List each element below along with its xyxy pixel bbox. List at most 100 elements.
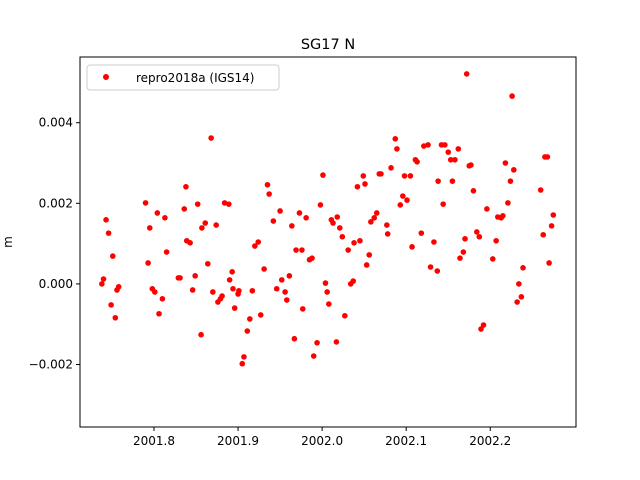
data-point xyxy=(546,260,552,266)
legend-box xyxy=(86,64,280,91)
data-point xyxy=(230,285,236,292)
data-point xyxy=(266,191,272,197)
data-point xyxy=(286,273,293,279)
data-point xyxy=(320,172,326,178)
data-point xyxy=(199,225,205,231)
data-point xyxy=(455,146,462,152)
data-point xyxy=(457,255,463,261)
data-point xyxy=(189,287,196,293)
data-point xyxy=(505,200,511,206)
data-point xyxy=(105,230,112,236)
data-point xyxy=(484,206,490,212)
data-point xyxy=(156,310,162,317)
data-point xyxy=(109,253,116,259)
data-point xyxy=(229,269,235,275)
data-point xyxy=(339,233,346,240)
data-point xyxy=(449,178,456,184)
data-point xyxy=(273,285,280,292)
data-point xyxy=(507,178,514,184)
data-point xyxy=(210,289,216,295)
data-point xyxy=(112,314,119,321)
legend-marker xyxy=(103,74,109,80)
data-point xyxy=(146,225,153,231)
data-point xyxy=(518,294,525,300)
data-point xyxy=(255,239,262,245)
data-point xyxy=(478,326,484,332)
data-point xyxy=(394,146,400,152)
y-axis-label: m xyxy=(1,236,15,248)
x-tick-label: 2002.1 xyxy=(385,434,427,448)
axis-ticks: 2001.8 2001.9 2002.0 2002.1 2002.2 −0.002 0.00… xyxy=(29,116,512,448)
data-point xyxy=(187,240,193,246)
data-point xyxy=(431,239,437,245)
data-point xyxy=(489,256,496,262)
data-point xyxy=(159,296,166,302)
data-point xyxy=(317,202,324,208)
data-point xyxy=(409,244,415,250)
data-point xyxy=(249,287,256,294)
data-point xyxy=(221,200,228,206)
data-point xyxy=(345,247,351,253)
y-tick-label: 0.002 xyxy=(39,196,73,210)
data-point xyxy=(462,235,468,242)
data-point xyxy=(226,201,232,207)
data-point xyxy=(388,165,394,171)
x-tick-label: 2001.8 xyxy=(133,434,175,448)
data-point xyxy=(299,306,306,312)
data-point xyxy=(421,143,427,149)
data-point xyxy=(244,328,251,334)
y-tick-label: 0.004 xyxy=(39,116,73,130)
data-point xyxy=(342,312,348,319)
data-point xyxy=(247,316,253,322)
plot-marks xyxy=(99,71,557,367)
data-point xyxy=(100,276,107,282)
data-point xyxy=(452,156,458,163)
data-point xyxy=(384,222,390,228)
data-point xyxy=(418,230,425,236)
data-point xyxy=(145,260,151,266)
data-point xyxy=(296,210,303,216)
data-point xyxy=(407,173,414,179)
data-point xyxy=(435,178,441,184)
data-point xyxy=(322,280,329,286)
data-point xyxy=(277,208,283,214)
data-point xyxy=(213,222,219,228)
data-point xyxy=(183,183,189,190)
data-point xyxy=(219,293,225,299)
data-point xyxy=(544,154,551,160)
data-point xyxy=(142,200,149,206)
data-point xyxy=(333,339,340,345)
data-point xyxy=(510,167,517,173)
data-point xyxy=(309,255,315,261)
data-point xyxy=(324,289,330,295)
data-point xyxy=(284,297,290,303)
data-point xyxy=(289,223,295,229)
x-tick-label: 2002.0 xyxy=(301,434,343,448)
data-point xyxy=(181,206,188,212)
data-point xyxy=(194,201,201,207)
data-point xyxy=(310,353,317,359)
data-point xyxy=(470,188,477,194)
data-point xyxy=(440,201,446,207)
data-point xyxy=(278,277,285,283)
data-point xyxy=(400,193,406,199)
data-point xyxy=(257,312,264,318)
data-point xyxy=(378,171,384,177)
data-point xyxy=(336,225,343,231)
data-point xyxy=(550,212,557,218)
data-point xyxy=(548,223,555,229)
y-tick-label: −0.002 xyxy=(29,358,73,372)
data-point xyxy=(291,335,298,342)
data-point xyxy=(397,202,404,208)
data-point xyxy=(330,220,336,226)
data-point xyxy=(540,231,547,238)
data-point xyxy=(520,264,526,271)
x-tick-label: 2001.9 xyxy=(217,434,259,448)
data-point xyxy=(163,249,170,255)
data-point xyxy=(442,142,448,148)
data-point xyxy=(326,301,332,307)
data-point xyxy=(368,219,374,225)
data-point xyxy=(231,305,238,311)
data-point xyxy=(427,264,434,270)
data-point xyxy=(162,215,168,221)
